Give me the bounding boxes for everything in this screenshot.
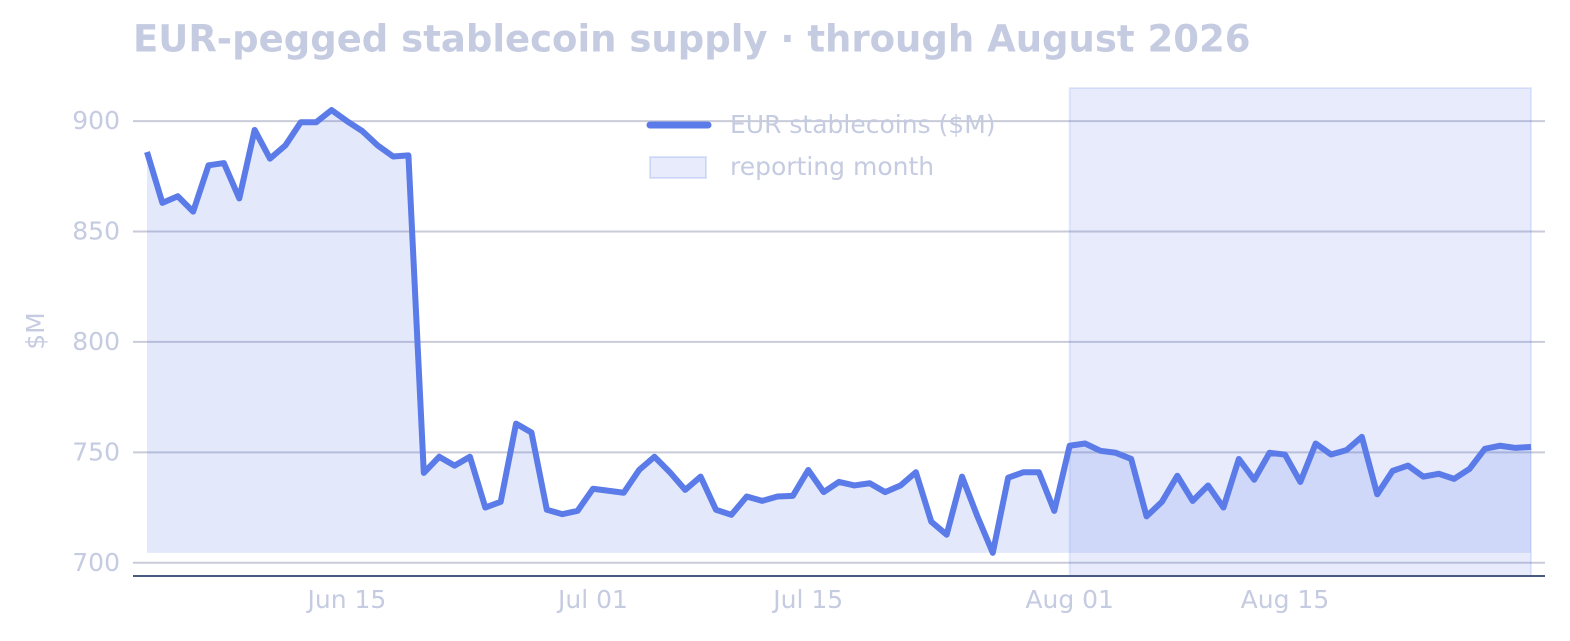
legend: EUR stablecoins ($M) reporting month xyxy=(646,110,996,181)
y-tick-label: 800 xyxy=(72,327,120,356)
line xyxy=(144,107,1532,556)
x-tick-label: Jun 15 xyxy=(305,585,386,614)
legend-label: EUR stablecoins ($M) xyxy=(730,110,996,139)
x-tick-label: Aug 15 xyxy=(1241,585,1330,614)
chart-title: EUR-pegged stablecoin supply · through A… xyxy=(133,18,1250,61)
area-fill xyxy=(147,110,1531,553)
x-tick-label: Jul 15 xyxy=(771,585,843,614)
grid: 700 750 800 850 900 Jun 15 Jul 01 Jul 15 Aug 01 A… xyxy=(72,106,1545,614)
y-axis-label: $M xyxy=(21,312,50,349)
highlight-band xyxy=(1068,87,1532,577)
y-tick-label: 700 xyxy=(72,548,120,577)
y-tick-label: 850 xyxy=(72,217,120,246)
legend-label: reporting month xyxy=(730,152,934,181)
plot xyxy=(144,87,1532,577)
x-tick-label: Aug 01 xyxy=(1025,585,1114,614)
y-tick-label: 750 xyxy=(72,437,120,466)
x-tick-label: Jul 01 xyxy=(556,585,628,614)
y-tick-label: 900 xyxy=(72,106,120,135)
legend-swatch xyxy=(649,156,707,179)
